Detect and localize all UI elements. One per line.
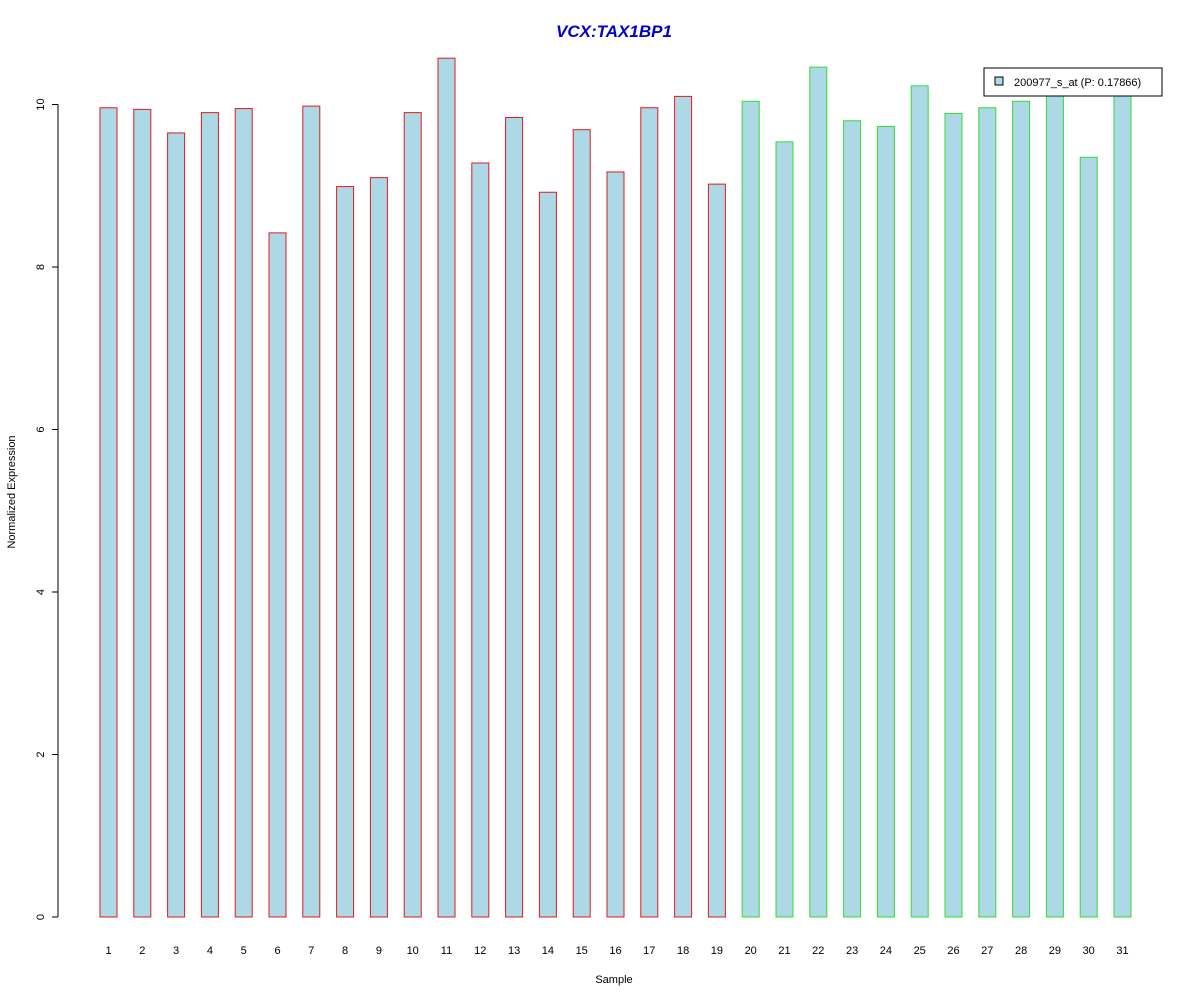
bar-sample-6 bbox=[268, 232, 287, 918]
bar-sample-24 bbox=[876, 125, 895, 918]
x-tick-label: 28 bbox=[1015, 945, 1027, 957]
x-tick-label: 14 bbox=[542, 945, 554, 957]
x-tick-label: 23 bbox=[846, 945, 858, 957]
x-tick-label: 22 bbox=[812, 945, 824, 957]
bar-sample-18 bbox=[674, 95, 693, 918]
x-tick-label: 5 bbox=[241, 945, 247, 957]
x-tick-label: 10 bbox=[407, 945, 419, 957]
x-tick-label: 24 bbox=[880, 945, 892, 957]
x-tick-label: 16 bbox=[609, 945, 621, 957]
bar-sample-31 bbox=[1113, 94, 1132, 918]
bar-sample-20 bbox=[741, 100, 760, 918]
bar-sample-21 bbox=[775, 141, 794, 918]
bar-sample-25 bbox=[910, 85, 929, 918]
bar-sample-26 bbox=[944, 112, 963, 918]
x-tick-label: 2 bbox=[139, 945, 145, 957]
bars-group bbox=[99, 57, 1132, 918]
x-tick-label: 26 bbox=[947, 945, 959, 957]
x-tick-label: 17 bbox=[643, 945, 655, 957]
y-tick-label: 2 bbox=[35, 751, 47, 757]
x-tick-label: 6 bbox=[274, 945, 280, 957]
x-tick-labels: 1 2 3 4 5 6 7 8 9 10 11 12 13 14 15 16 17 18 19 20 21 22 23 24 2… bbox=[105, 945, 1128, 957]
x-tick-label: 27 bbox=[981, 945, 993, 957]
bar-sample-23 bbox=[843, 120, 862, 918]
legend-swatch bbox=[994, 76, 1004, 86]
y-tick-label: 4 bbox=[35, 589, 47, 595]
legend-box bbox=[983, 67, 1163, 97]
legend-entry-label: 200977_s_at (P: 0.17866) bbox=[1014, 77, 1141, 89]
bar-sample-30 bbox=[1079, 156, 1098, 918]
bar-sample-9 bbox=[369, 177, 388, 918]
bar-sample-8 bbox=[336, 186, 355, 918]
x-tick-label: 7 bbox=[308, 945, 314, 957]
y-tick-label: 8 bbox=[35, 264, 47, 270]
bar-sample-4 bbox=[200, 112, 219, 918]
x-tick-label: 13 bbox=[508, 945, 520, 957]
bar-sample-7 bbox=[302, 105, 321, 918]
x-axis-label: Sample bbox=[595, 974, 632, 986]
x-tick-label: 18 bbox=[677, 945, 689, 957]
bar-sample-13 bbox=[505, 117, 524, 918]
bar-sample-3 bbox=[167, 132, 186, 918]
y-axis: 0 2 4 6 8 10 bbox=[35, 98, 59, 920]
y-tick-label: 6 bbox=[35, 426, 47, 432]
bar-sample-19 bbox=[707, 183, 726, 918]
bar-sample-2 bbox=[133, 108, 152, 918]
y-tick-label: 0 bbox=[35, 914, 47, 920]
bar-sample-22 bbox=[809, 66, 828, 918]
x-tick-label: 12 bbox=[474, 945, 486, 957]
bar-sample-27 bbox=[978, 107, 997, 918]
bar-sample-11 bbox=[437, 57, 456, 918]
x-tick-label: 29 bbox=[1049, 945, 1061, 957]
x-tick-label: 9 bbox=[376, 945, 382, 957]
bar-sample-1 bbox=[99, 107, 118, 918]
bar-sample-17 bbox=[640, 107, 659, 918]
bar-sample-16 bbox=[606, 171, 625, 918]
x-tick-label: 3 bbox=[173, 945, 179, 957]
x-tick-label: 1 bbox=[105, 945, 111, 957]
bar-sample-15 bbox=[572, 129, 591, 918]
x-tick-label: 4 bbox=[207, 945, 213, 957]
legend: 200977_s_at (P: 0.17866) bbox=[983, 67, 1163, 97]
bar-sample-5 bbox=[234, 108, 253, 918]
x-tick-label: 8 bbox=[342, 945, 348, 957]
x-tick-label: 19 bbox=[711, 945, 723, 957]
x-tick-label: 30 bbox=[1083, 945, 1095, 957]
bar-sample-29 bbox=[1045, 91, 1064, 918]
x-tick-label: 25 bbox=[914, 945, 926, 957]
y-tick-label: 10 bbox=[35, 98, 47, 110]
bar-sample-12 bbox=[471, 162, 490, 918]
x-tick-label: 31 bbox=[1116, 945, 1128, 957]
y-axis-label: Normalized Expression bbox=[6, 435, 18, 548]
chart-title: VCX:TAX1BP1 bbox=[556, 22, 672, 41]
bar-sample-10 bbox=[403, 112, 422, 918]
x-tick-label: 20 bbox=[745, 945, 757, 957]
bar-sample-14 bbox=[538, 191, 557, 918]
x-tick-label: 15 bbox=[576, 945, 588, 957]
x-tick-label: 21 bbox=[778, 945, 790, 957]
bar-sample-28 bbox=[1012, 100, 1031, 918]
x-tick-label: 11 bbox=[441, 945, 452, 957]
